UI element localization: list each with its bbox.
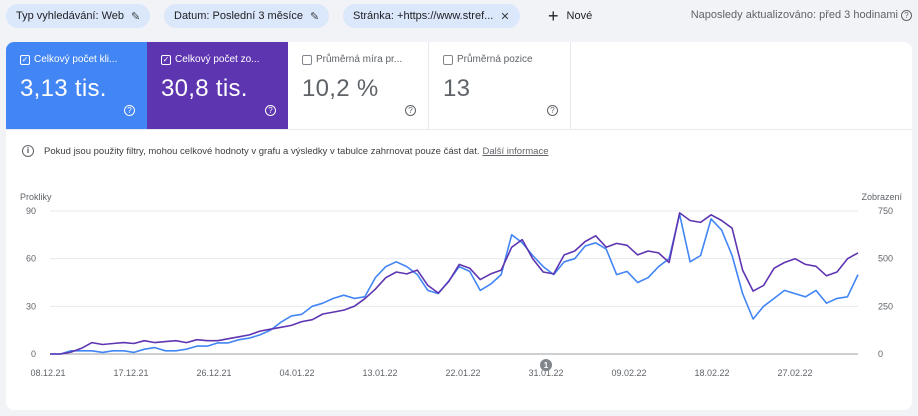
metric-label: Celkový počet kli... xyxy=(34,54,118,65)
right-tick-label: 0 xyxy=(878,349,883,359)
x-tick-label: 22.01.22 xyxy=(445,368,480,378)
help-icon[interactable]: ? xyxy=(405,105,416,116)
metric-label: Průměrná míra pr... xyxy=(316,54,403,65)
notice-text: Pokud jsou použity filtry, mohou celkové… xyxy=(44,145,480,157)
plus-icon: + xyxy=(548,6,559,26)
right-tick-label: 500 xyxy=(878,254,893,264)
info-icon: i xyxy=(22,145,34,157)
x-tick-label: 31.01.22 xyxy=(528,368,563,378)
metric-value: 30,8 tis. xyxy=(161,75,248,102)
last-updated-text: Naposledy aktualizováno: před 3 hodinami xyxy=(690,9,898,21)
metric-label: Průměrná pozice xyxy=(457,54,533,65)
checkbox-unchecked-icon[interactable]: ✓ xyxy=(443,54,453,65)
checkbox-unchecked-icon[interactable]: ✓ xyxy=(302,54,312,65)
metric-value: 13 xyxy=(443,75,471,102)
x-tick-label: 08.12.21 xyxy=(30,368,65,378)
x-tick-label: 17.12.21 xyxy=(113,368,148,378)
filter-chip-date[interactable]: Datum: Poslední 3 měsíce ✎ xyxy=(164,4,330,28)
right-tick-label: 750 xyxy=(878,206,893,216)
add-filter-label: Nové xyxy=(566,10,593,22)
help-icon[interactable]: ? xyxy=(901,9,912,21)
learn-more-link[interactable]: Další informace xyxy=(482,145,549,157)
x-tick-label: 27.02.22 xyxy=(777,368,812,378)
filter-chip-search-type[interactable]: Typ vyhledávání: Web ✎ xyxy=(6,4,151,28)
left-tick-label: 60 xyxy=(26,254,36,264)
metric-label-row: ✓ Průměrná pozice xyxy=(443,54,556,65)
filter-chip-label: Stránka: +https://www.stref... xyxy=(353,10,494,22)
help-icon[interactable]: ? xyxy=(124,105,135,116)
metric-position[interactable]: ✓ Průměrná pozice 13 ? xyxy=(429,42,571,129)
metric-label-row: ✓ Průměrná míra pr... xyxy=(302,54,414,65)
filter-notice: i Pokud jsou použity filtry, mohou celko… xyxy=(22,145,548,157)
metric-value: 3,13 tis. xyxy=(20,75,107,102)
filter-chip-page[interactable]: Stránka: +https://www.stref... ✕ xyxy=(343,4,520,28)
metric-label: Celkový počet zo... xyxy=(175,54,260,65)
x-tick-label: 18.02.22 xyxy=(694,368,729,378)
left-tick-label: 30 xyxy=(26,301,36,311)
metric-label-row: ✓ Celkový počet kli... xyxy=(20,54,133,65)
filter-chip-label: Datum: Poslední 3 měsíce xyxy=(174,10,304,22)
x-tick-label: 09.02.22 xyxy=(611,368,646,378)
right-tick-label: 250 xyxy=(878,301,893,311)
checkbox-checked-icon[interactable]: ✓ xyxy=(161,54,171,65)
series-line xyxy=(50,213,859,355)
metric-value: 10,2 % xyxy=(302,75,379,102)
help-icon[interactable]: ? xyxy=(265,105,276,116)
series-line xyxy=(50,212,859,355)
add-filter-button[interactable]: + Nové xyxy=(548,5,592,27)
metric-ctr[interactable]: ✓ Průměrná míra pr... 10,2 % ? xyxy=(288,42,429,129)
edit-icon[interactable]: ✎ xyxy=(131,10,141,23)
metric-impressions[interactable]: ✓ Celkový počet zo... 30,8 tis. ? xyxy=(147,42,288,129)
x-tick-label: 04.01.22 xyxy=(279,368,314,378)
right-axis-label: Zobrazení xyxy=(861,192,902,202)
left-tick-label: 0 xyxy=(31,349,36,359)
close-icon[interactable]: ✕ xyxy=(500,10,510,23)
x-tick-label: 13.01.22 xyxy=(362,368,397,378)
performance-chart[interactable]: Prokliky Zobrazení 90 750 60 500 30 250 0 0 08.… xyxy=(6,182,912,410)
left-tick-label: 90 xyxy=(26,206,36,216)
help-icon[interactable]: ? xyxy=(547,105,558,116)
performance-card: ✓ Celkový počet kli... 3,13 tis. ? ✓ Cel… xyxy=(6,42,912,410)
annotation-marker[interactable] xyxy=(540,359,552,371)
filter-bar: Typ vyhledávání: Web ✎ Datum: Poslední 3… xyxy=(0,0,918,32)
annotation-marker-label: 1 xyxy=(544,361,549,370)
last-updated: Naposledy aktualizováno: před 3 hodinami… xyxy=(691,9,912,21)
x-tick-label: 26.12.21 xyxy=(196,368,231,378)
filter-chip-label: Typ vyhledávání: Web xyxy=(16,10,125,22)
metric-label-row: ✓ Celkový počet zo... xyxy=(161,54,274,65)
checkbox-checked-icon[interactable]: ✓ xyxy=(20,54,30,65)
left-axis-label: Prokliky xyxy=(20,192,52,202)
edit-icon[interactable]: ✎ xyxy=(310,10,320,23)
metric-clicks[interactable]: ✓ Celkový počet kli... 3,13 tis. ? xyxy=(6,42,147,129)
divider xyxy=(6,129,912,130)
